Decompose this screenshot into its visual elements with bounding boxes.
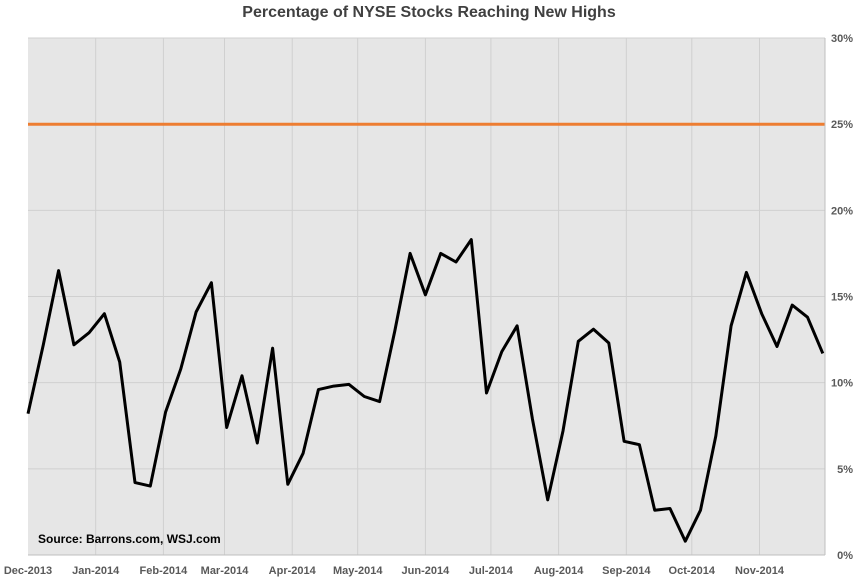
x-tick-label: Jul-2014 — [469, 565, 514, 577]
x-tick-label: Sep-2014 — [602, 565, 651, 577]
x-tick-label: Jan-2014 — [72, 565, 120, 577]
x-tick-label: May-2014 — [333, 565, 383, 577]
x-tick-label: Aug-2014 — [534, 565, 584, 577]
y-tick-label: 30% — [831, 33, 853, 45]
y-tick-label: 25% — [831, 119, 853, 131]
x-tick-label: Feb-2014 — [140, 565, 189, 577]
y-tick-label: 10% — [831, 378, 853, 390]
x-tick-label: Apr-2014 — [269, 565, 317, 577]
y-tick-label: 15% — [831, 292, 853, 304]
axes: 0% 5% 10% 15% 20% 25% 30% Dec-2013 Jan-2014 Feb-2… — [4, 33, 853, 577]
x-tick-label: Dec-2013 — [4, 565, 52, 577]
y-tick-label: 20% — [831, 205, 853, 217]
source-annotation: Source: Barrons.com, WSJ.com — [38, 532, 221, 546]
x-tick-label: Mar-2014 — [201, 565, 250, 577]
y-tick-label: 0% — [837, 550, 853, 562]
x-tick-label: Nov-2014 — [735, 565, 785, 577]
series-lines — [26, 122, 825, 543]
chart-title: Percentage of NYSE Stocks Reaching New H… — [242, 4, 616, 21]
x-tick-label: Oct-2014 — [669, 565, 716, 577]
y-tick-label: 5% — [837, 464, 853, 476]
x-tick-label: Jun-2014 — [402, 565, 451, 577]
